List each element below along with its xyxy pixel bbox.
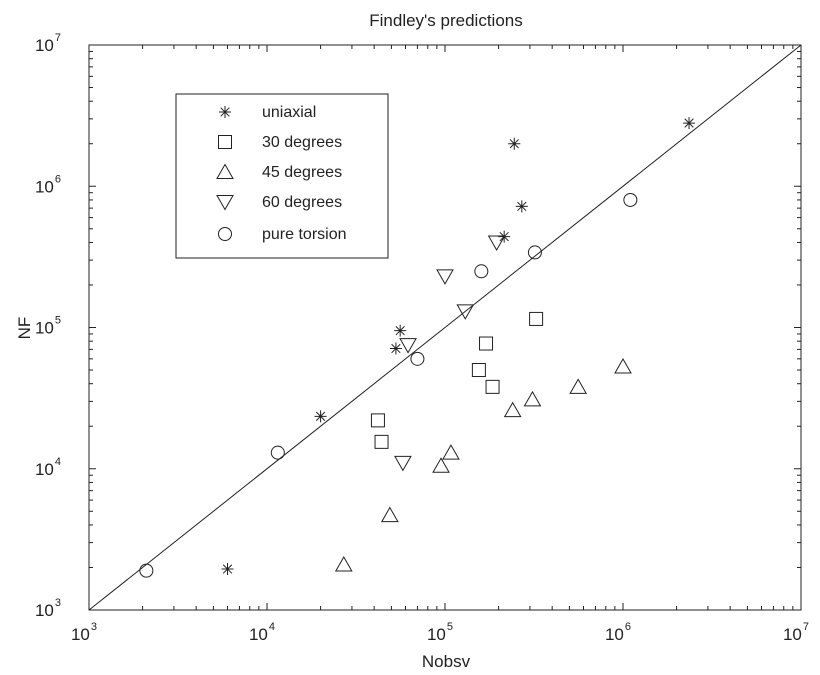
legend-marker-pure-torsion <box>218 227 232 241</box>
point-60-degrees <box>399 338 417 354</box>
point-45-degrees <box>503 401 522 418</box>
x-tick-label: 107 <box>783 621 809 644</box>
legend-marker-30-degrees <box>218 135 232 149</box>
point-30-degrees <box>479 336 494 351</box>
legend-marker-60-degrees <box>216 195 234 211</box>
point-45-degrees <box>442 444 460 460</box>
legend-label-45-degrees: 45 degrees <box>262 164 342 181</box>
point-pure-torsion <box>474 264 489 279</box>
point-uniaxial <box>515 200 528 213</box>
y-tick-label: 104 <box>35 456 61 479</box>
point-45-degrees <box>380 506 399 523</box>
point-pure-torsion <box>139 563 154 578</box>
x-tick-label: 106 <box>605 621 631 644</box>
legend-label-30-degrees: 30 degrees <box>262 134 342 151</box>
series-pure-torsion <box>139 192 638 578</box>
point-uniaxial <box>389 342 402 355</box>
point-30-degrees <box>370 413 385 428</box>
point-45-degrees <box>569 378 588 394</box>
legend-label-pure-torsion: pure torsion <box>262 226 347 243</box>
series-30-degrees <box>370 311 544 449</box>
point-45-degrees <box>523 390 542 407</box>
point-45-degrees <box>432 457 450 473</box>
point-60-degrees <box>456 304 475 320</box>
point-60-degrees <box>436 269 454 285</box>
point-30-degrees <box>529 311 544 326</box>
x-tick-label: 103 <box>71 621 97 644</box>
point-pure-torsion <box>270 445 285 460</box>
legend-marker-45-degrees <box>216 163 234 179</box>
y-tick-label: 103 <box>35 597 61 620</box>
legend: uniaxial 30 degrees 45 degrees 60 degrees pu… <box>175 93 389 259</box>
point-45-degrees <box>334 555 353 572</box>
point-30-degrees <box>471 363 486 378</box>
y-axis-label: NF <box>15 317 34 340</box>
chart-title: Findley's predictions <box>369 11 522 30</box>
y-tick-label: 107 <box>35 32 61 55</box>
reference-line <box>88 44 802 611</box>
x-tick-label: 105 <box>427 621 453 644</box>
series-60-degrees <box>394 235 506 472</box>
x-tick-label: 104 <box>249 621 275 644</box>
point-pure-torsion <box>623 192 638 207</box>
point-uniaxial <box>314 410 327 423</box>
point-30-degrees <box>374 434 389 449</box>
series-45-degrees <box>334 357 632 572</box>
legend-marker-uniaxial <box>219 106 231 118</box>
point-60-degrees <box>394 455 412 472</box>
x-axis-label: Nobsv <box>422 652 471 671</box>
point-uniaxial <box>683 117 696 130</box>
y-tick-label: 105 <box>35 315 61 338</box>
legend-label-60-degrees: 60 degrees <box>262 194 342 211</box>
point-uniaxial <box>221 563 234 576</box>
point-pure-torsion <box>527 245 542 260</box>
point-60-degrees <box>487 235 506 251</box>
point-45-degrees <box>614 357 632 374</box>
point-30-degrees <box>485 379 500 394</box>
point-pure-torsion <box>410 351 425 366</box>
y-tick-label: 106 <box>35 173 61 196</box>
point-uniaxial <box>394 324 407 337</box>
point-uniaxial <box>508 137 521 150</box>
legend-label-uniaxial: uniaxial <box>262 104 316 121</box>
legend-box <box>175 93 389 259</box>
